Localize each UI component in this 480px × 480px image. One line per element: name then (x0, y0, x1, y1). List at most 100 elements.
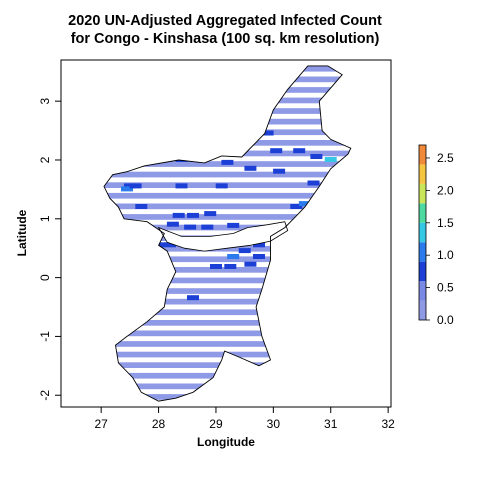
raster-row (104, 256, 351, 263)
hotspot-cell (227, 222, 240, 228)
raster-row (104, 129, 351, 136)
x-tick-label: 27 (94, 417, 108, 431)
raster-row (104, 203, 351, 210)
raster-row (104, 108, 351, 114)
raster-row (104, 309, 351, 316)
raster-row (104, 288, 351, 294)
hotspot-cell (204, 211, 217, 217)
legend-frame (418, 144, 427, 321)
hotspot-cell (187, 212, 199, 218)
raster-row (104, 330, 351, 337)
hotspot-cell (273, 168, 286, 174)
raster-row (104, 65, 351, 72)
x-axis: 27 28 29 30 31 32 (94, 407, 395, 431)
hotspot-cell (204, 139, 217, 145)
legend-color-band (419, 261, 426, 282)
hotspot-cell (175, 157, 188, 162)
hotspot-cell (221, 159, 234, 165)
legend-color-band (419, 242, 426, 262)
hotspot-cell (215, 183, 228, 189)
legend-color-band (419, 300, 426, 320)
y-tick-label: -2 (38, 390, 52, 401)
plot-frame (60, 59, 392, 408)
hotspot-cell (129, 183, 142, 189)
hotspot-cell (244, 165, 257, 171)
raster-row (104, 97, 351, 104)
x-tick-label: 31 (324, 417, 338, 431)
chart-title: 2020 UN-Adjusted Aggregated Infected Cou… (0, 12, 450, 48)
legend-color-band (419, 145, 426, 165)
legend-color-band (419, 222, 426, 243)
x-axis-label: Longitude (197, 435, 255, 449)
hotspot-cell (172, 212, 185, 218)
legend-tick-label: 1.5 (437, 216, 454, 230)
color-legend: 0.0 0.5 1.0 1.5 2.0 2.5 (418, 144, 454, 327)
hotspot-cell (166, 221, 179, 227)
raster-row (104, 341, 351, 347)
raster-row (104, 140, 351, 146)
hotspot-cell (298, 201, 311, 207)
hotspot-cell (121, 186, 133, 192)
x-tick-label: 30 (267, 417, 281, 431)
hotspot-cell (210, 264, 222, 269)
hotspot-cell (290, 204, 303, 209)
hotspot-cell (184, 224, 197, 230)
x-tick-label: 32 (381, 417, 395, 431)
raster-row (104, 214, 351, 220)
y-tick-label: -1 (38, 331, 52, 342)
hotspot-cell (270, 148, 283, 154)
raster-row (104, 118, 351, 125)
x-tick-label: 29 (209, 417, 223, 431)
x-tick-label: 28 (152, 417, 166, 431)
raster-row (104, 267, 351, 273)
raster-row (104, 245, 351, 252)
legend-tick-label: 0.0 (437, 313, 454, 327)
raster-row (104, 277, 351, 284)
hotspot-cell (238, 248, 251, 254)
hotspot-cell (253, 254, 265, 259)
hotspot-cell (307, 180, 320, 186)
legend-tick-label: 2.0 (437, 183, 454, 197)
raster-row (104, 171, 351, 178)
hotspot-cell (175, 183, 188, 189)
chart-title-line-2: for Congo - Kinshasa (100 sq. km resolut… (70, 31, 380, 47)
chart-title-line-1: 2020 UN-Adjusted Aggregated Infected Cou… (68, 13, 382, 29)
legend-color-band (419, 281, 426, 301)
raster-row (104, 298, 351, 305)
hotspot-cell (187, 295, 199, 301)
hotspot-cell (310, 154, 323, 159)
y-tick-label: 3 (38, 98, 52, 105)
hotspot-cell (261, 130, 274, 136)
lake-no-data (157, 221, 289, 252)
y-tick-label: 0 (38, 274, 52, 281)
hotspot-cell (224, 264, 237, 269)
raster-row (104, 362, 351, 368)
region-boundary (103, 65, 352, 402)
raster-row (104, 372, 351, 379)
y-tick-label: 1 (38, 215, 52, 222)
raster-row (104, 320, 351, 326)
y-axis-label: Latitude (15, 209, 29, 256)
hotspot-cell (293, 148, 306, 154)
legend-color-band (419, 203, 426, 223)
hotspot-cell (164, 242, 176, 248)
legend-tick-label: 1.0 (437, 248, 454, 262)
hotspot-cell (227, 254, 240, 259)
legend-tick-label: 0.5 (437, 281, 454, 295)
hotspot-cell (135, 204, 148, 209)
raster-row (104, 394, 351, 400)
hotspot-cell (244, 261, 257, 267)
raster-row (104, 76, 351, 83)
y-axis: -2 -1 0 1 2 3 (38, 98, 61, 401)
hotspot-cell (201, 224, 214, 230)
hotspot-cell (253, 242, 265, 248)
y-tick-label: 2 (38, 156, 52, 163)
raster-row (104, 383, 351, 390)
legend-tick-label: 2.5 (437, 151, 454, 165)
legend-color-band (419, 183, 426, 204)
legend-color-band (419, 164, 426, 184)
raster-row (104, 87, 351, 93)
raster-row (104, 192, 351, 199)
hotspot-cell (324, 157, 337, 162)
